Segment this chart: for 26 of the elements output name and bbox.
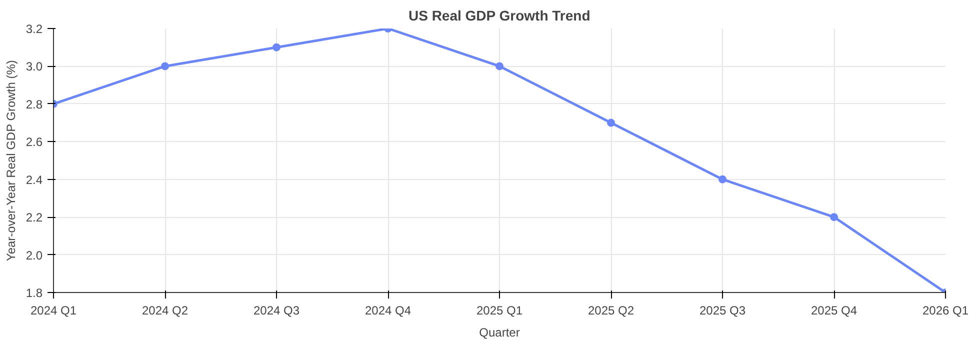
y-axis-title: Year-over-Year Real GDP Growth (%) [4, 60, 18, 262]
point [161, 62, 169, 70]
x-tick-label: 2024 Q1 [30, 304, 77, 318]
x-tick-label: 2024 Q2 [142, 304, 188, 318]
x-axis-title: Quarter [479, 326, 520, 340]
chart-title: US Real GDP Growth Trend [408, 8, 590, 24]
y-tick-label: 1.8 [26, 286, 43, 300]
x-tick-label: 2025 Q2 [588, 304, 634, 318]
y-tick-label: 2.0 [26, 248, 43, 262]
y-tick-label: 3.2 [26, 22, 43, 36]
y-tick-label: 2.2 [26, 210, 43, 225]
y-tick-label: 2.8 [26, 97, 43, 112]
x-tick-label: 2024 Q4 [364, 304, 412, 318]
y-tick-label: 2.6 [26, 135, 43, 150]
x-tick-label: 2025 Q3 [699, 304, 746, 318]
point [496, 62, 504, 70]
point [272, 43, 280, 52]
point [607, 118, 615, 127]
y-tick-label: 2.4 [26, 172, 43, 187]
point [830, 213, 838, 222]
point [718, 175, 726, 184]
x-tick-label: 2025 Q1 [476, 304, 523, 318]
y-tick-label: 3.0 [26, 60, 43, 74]
x-tick-label: 2025 Q4 [810, 304, 858, 318]
x-tick-label: 2026 Q1 [922, 304, 969, 318]
x-tick-label: 2024 Q3 [253, 304, 300, 318]
